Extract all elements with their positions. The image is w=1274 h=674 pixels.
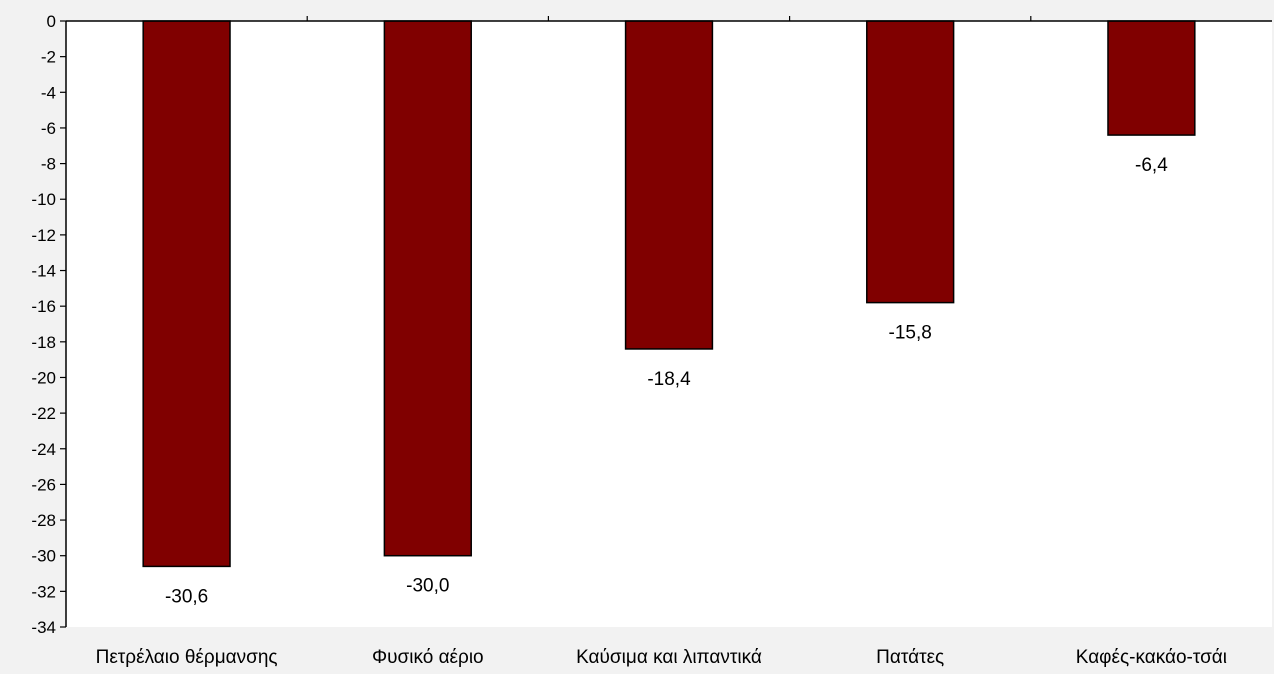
y-tick-label: 0 bbox=[47, 12, 56, 31]
data-label: -15,8 bbox=[889, 323, 932, 344]
bar bbox=[1107, 20, 1196, 136]
x-category-label: Πετρέλαιο θέρμανσης bbox=[96, 647, 278, 668]
bar bbox=[142, 20, 231, 568]
y-tick-label: -30 bbox=[31, 547, 56, 566]
y-tick-label: -8 bbox=[41, 155, 56, 174]
data-labels: -30,6 -30,0 -18,4 -15,8 -6,4 bbox=[165, 155, 1168, 607]
data-label: -30,6 bbox=[165, 586, 208, 607]
y-tick-label: -16 bbox=[31, 297, 56, 316]
y-tick-label: -20 bbox=[31, 368, 56, 387]
bars bbox=[142, 20, 1196, 568]
data-label: -18,4 bbox=[647, 369, 691, 390]
bar bbox=[866, 20, 955, 304]
bar bbox=[383, 20, 472, 557]
x-category-label: Καφές-κακάο-τσάι bbox=[1076, 647, 1227, 668]
x-axis-categories: Πετρέλαιο θέρμανσης Φυσικό αέριο Καύσιμα κ… bbox=[96, 16, 1227, 668]
data-label: -30,0 bbox=[406, 576, 449, 597]
y-tick-label: -18 bbox=[31, 333, 56, 352]
y-tick-label: -2 bbox=[41, 48, 56, 67]
y-tick-label: -34 bbox=[31, 618, 56, 637]
y-tick-label: -28 bbox=[31, 511, 56, 530]
y-tick-label: -6 bbox=[41, 119, 56, 138]
y-tick-label: -32 bbox=[31, 582, 56, 601]
y-tick-label: -4 bbox=[41, 83, 56, 102]
x-category-label: Πατάτες bbox=[876, 647, 944, 668]
x-category-label: Φυσικό αέριο bbox=[372, 647, 484, 668]
y-axis-ticks: 0 -2 -4 -6 -8 -10 -12 -14 -16 -18 -20 -22 -24 -26 -28 -… bbox=[31, 12, 66, 637]
y-tick-label: -22 bbox=[31, 404, 56, 423]
y-tick-label: -26 bbox=[31, 475, 56, 494]
y-tick-label: -12 bbox=[31, 226, 56, 245]
y-tick-label: -10 bbox=[31, 190, 56, 209]
y-tick-label: -14 bbox=[31, 262, 56, 281]
bar bbox=[624, 20, 714, 350]
data-label: -6,4 bbox=[1135, 155, 1168, 176]
x-category-label: Καύσιμα και λιπαντικά bbox=[576, 647, 762, 668]
y-tick-label: -24 bbox=[31, 440, 56, 459]
